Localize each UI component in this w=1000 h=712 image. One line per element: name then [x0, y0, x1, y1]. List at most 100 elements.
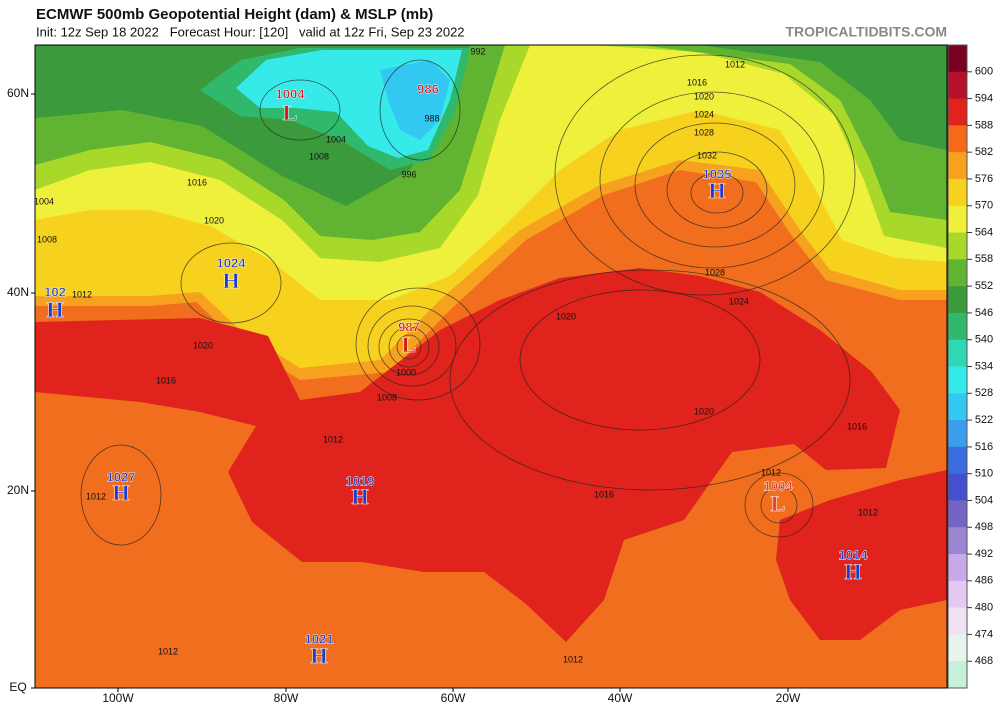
- isobar-label: 1020: [204, 215, 224, 225]
- pressure-center-letter: H: [351, 484, 368, 509]
- isobar-label: 1020: [193, 340, 213, 350]
- colorbar-segment: [948, 71, 967, 100]
- subtitle: Init: 12z Sep 18 2022 Forecast Hour: [12…: [36, 24, 465, 39]
- pressure-center-letter: H: [222, 268, 239, 293]
- isobar-label: 1028: [694, 127, 714, 137]
- isobar-label: 1008: [377, 392, 397, 402]
- isobar-label: 1004: [34, 196, 54, 206]
- colorbar-segment: [948, 45, 967, 73]
- isobar-label: 1032: [697, 150, 717, 160]
- map-frame: [34, 44, 948, 689]
- colorbar-segment: [948, 366, 967, 394]
- site-name: TROPICALTIDBITS.COM: [785, 24, 947, 40]
- colorbar-label: 564: [975, 226, 993, 238]
- isobar-label: 1008: [309, 151, 329, 161]
- colorbar-label: 552: [975, 280, 993, 292]
- colorbar-segment: [948, 446, 967, 475]
- colorbar-label: 522: [975, 414, 993, 426]
- colorbar-label: 486: [975, 575, 993, 587]
- colorbar-label: 534: [975, 360, 993, 372]
- colorbar-segment: [948, 259, 967, 287]
- colorbar-label: 546: [975, 307, 993, 319]
- isobar-label: 1012: [72, 289, 92, 299]
- colorbar-label: 498: [975, 521, 993, 533]
- colorbar-label: 594: [975, 92, 993, 104]
- lon-label: 60W: [441, 691, 466, 705]
- isobar-label: 1020: [694, 91, 714, 101]
- pressure-value: 1027: [107, 469, 136, 484]
- isobar-label: 1016: [594, 489, 614, 499]
- colorbar-segment: [948, 500, 967, 528]
- colorbar-label: 510: [975, 468, 993, 480]
- pressure-value: 1014: [839, 547, 869, 562]
- pressure-value: 1021: [305, 631, 334, 646]
- isobar-label: 1020: [556, 311, 576, 321]
- pressure-center-letter: L: [402, 332, 417, 357]
- isobar-label: 1000: [396, 367, 416, 377]
- isobar-label: 1020: [694, 406, 714, 416]
- colorbar-segment: [948, 312, 967, 341]
- lat-label: 60N: [7, 86, 29, 100]
- isobar-label: 1012: [761, 467, 781, 477]
- isobar-label: 1012: [323, 434, 343, 444]
- pressure-value: 1035: [703, 166, 732, 181]
- lat-label: EQ: [9, 680, 26, 694]
- colorbar-segment: [948, 152, 967, 180]
- isobar-label: 992: [470, 46, 485, 56]
- isobar-label: 1012: [563, 654, 583, 664]
- pressure-value: 986: [417, 81, 439, 96]
- colorbar-label: 588: [975, 119, 993, 131]
- colorbar-label: 516: [975, 441, 993, 453]
- colorbar-label: 480: [975, 602, 993, 614]
- pressure-center-letter: L: [283, 100, 298, 125]
- colorbar-label: 540: [975, 334, 993, 346]
- isobar-label: 1024: [729, 296, 749, 306]
- isobar-label: 1012: [158, 646, 178, 656]
- isobar-label: 1008: [37, 234, 57, 244]
- isobar-label: 1024: [694, 109, 714, 119]
- colorbar-segment: [948, 607, 967, 635]
- pressure-value: 1004: [276, 86, 306, 101]
- overlay: 600 594 588 582 576 570 564 558 552 546 540 534 528 5…: [7, 44, 993, 705]
- colorbar-label: 570: [975, 200, 993, 212]
- colorbar-segment: [948, 634, 967, 662]
- colorbar-label: 600: [975, 66, 993, 78]
- isobar-label: 1016: [687, 77, 707, 87]
- pressure-center-letter: H: [46, 297, 63, 322]
- colorbar-segment: [948, 661, 967, 689]
- colorbar-label: 582: [975, 146, 993, 158]
- height-field: [35, 45, 947, 688]
- colorbar-label: 474: [975, 628, 993, 640]
- isobar-label: 1028: [705, 267, 725, 277]
- isobar-label: 1016: [156, 375, 176, 385]
- colorbar-segment: [948, 286, 967, 314]
- lon-label: 40W: [608, 691, 633, 705]
- colorbar-label: 468: [975, 655, 993, 667]
- pressure-value: 1004: [764, 478, 794, 493]
- colorbar-segment: [948, 580, 967, 609]
- isobar-label: 1012: [725, 59, 745, 69]
- colorbar-label: 558: [975, 253, 993, 265]
- lat-label: 20N: [7, 483, 29, 497]
- isobar-label: 1016: [187, 177, 207, 187]
- colorbar-label: 504: [975, 494, 993, 506]
- title: ECMWF 500mb Geopotential Height (dam) & …: [36, 6, 433, 23]
- colorbar-segment: [948, 205, 967, 234]
- colorbar-segment: [948, 554, 967, 582]
- isobar-label: 996: [401, 169, 416, 179]
- colorbar-segment: [948, 178, 967, 207]
- isobar-label: 1016: [847, 421, 867, 431]
- colorbar-segment: [948, 420, 967, 448]
- lon-label: 100W: [102, 691, 134, 705]
- isobar-label: 988: [424, 113, 439, 123]
- pressure-value: 102: [44, 284, 66, 299]
- pressure-value: 987: [398, 319, 420, 334]
- colorbar-label: 576: [975, 173, 993, 185]
- lon-label: 80W: [274, 691, 299, 705]
- lon-label: 20W: [776, 691, 801, 705]
- pressure-value: 1024: [217, 255, 247, 270]
- colorbar-segment: [948, 473, 967, 501]
- colorbar-label: 528: [975, 387, 993, 399]
- pressure-center-letter: L: [771, 491, 786, 516]
- colorbar-segment: [948, 125, 967, 153]
